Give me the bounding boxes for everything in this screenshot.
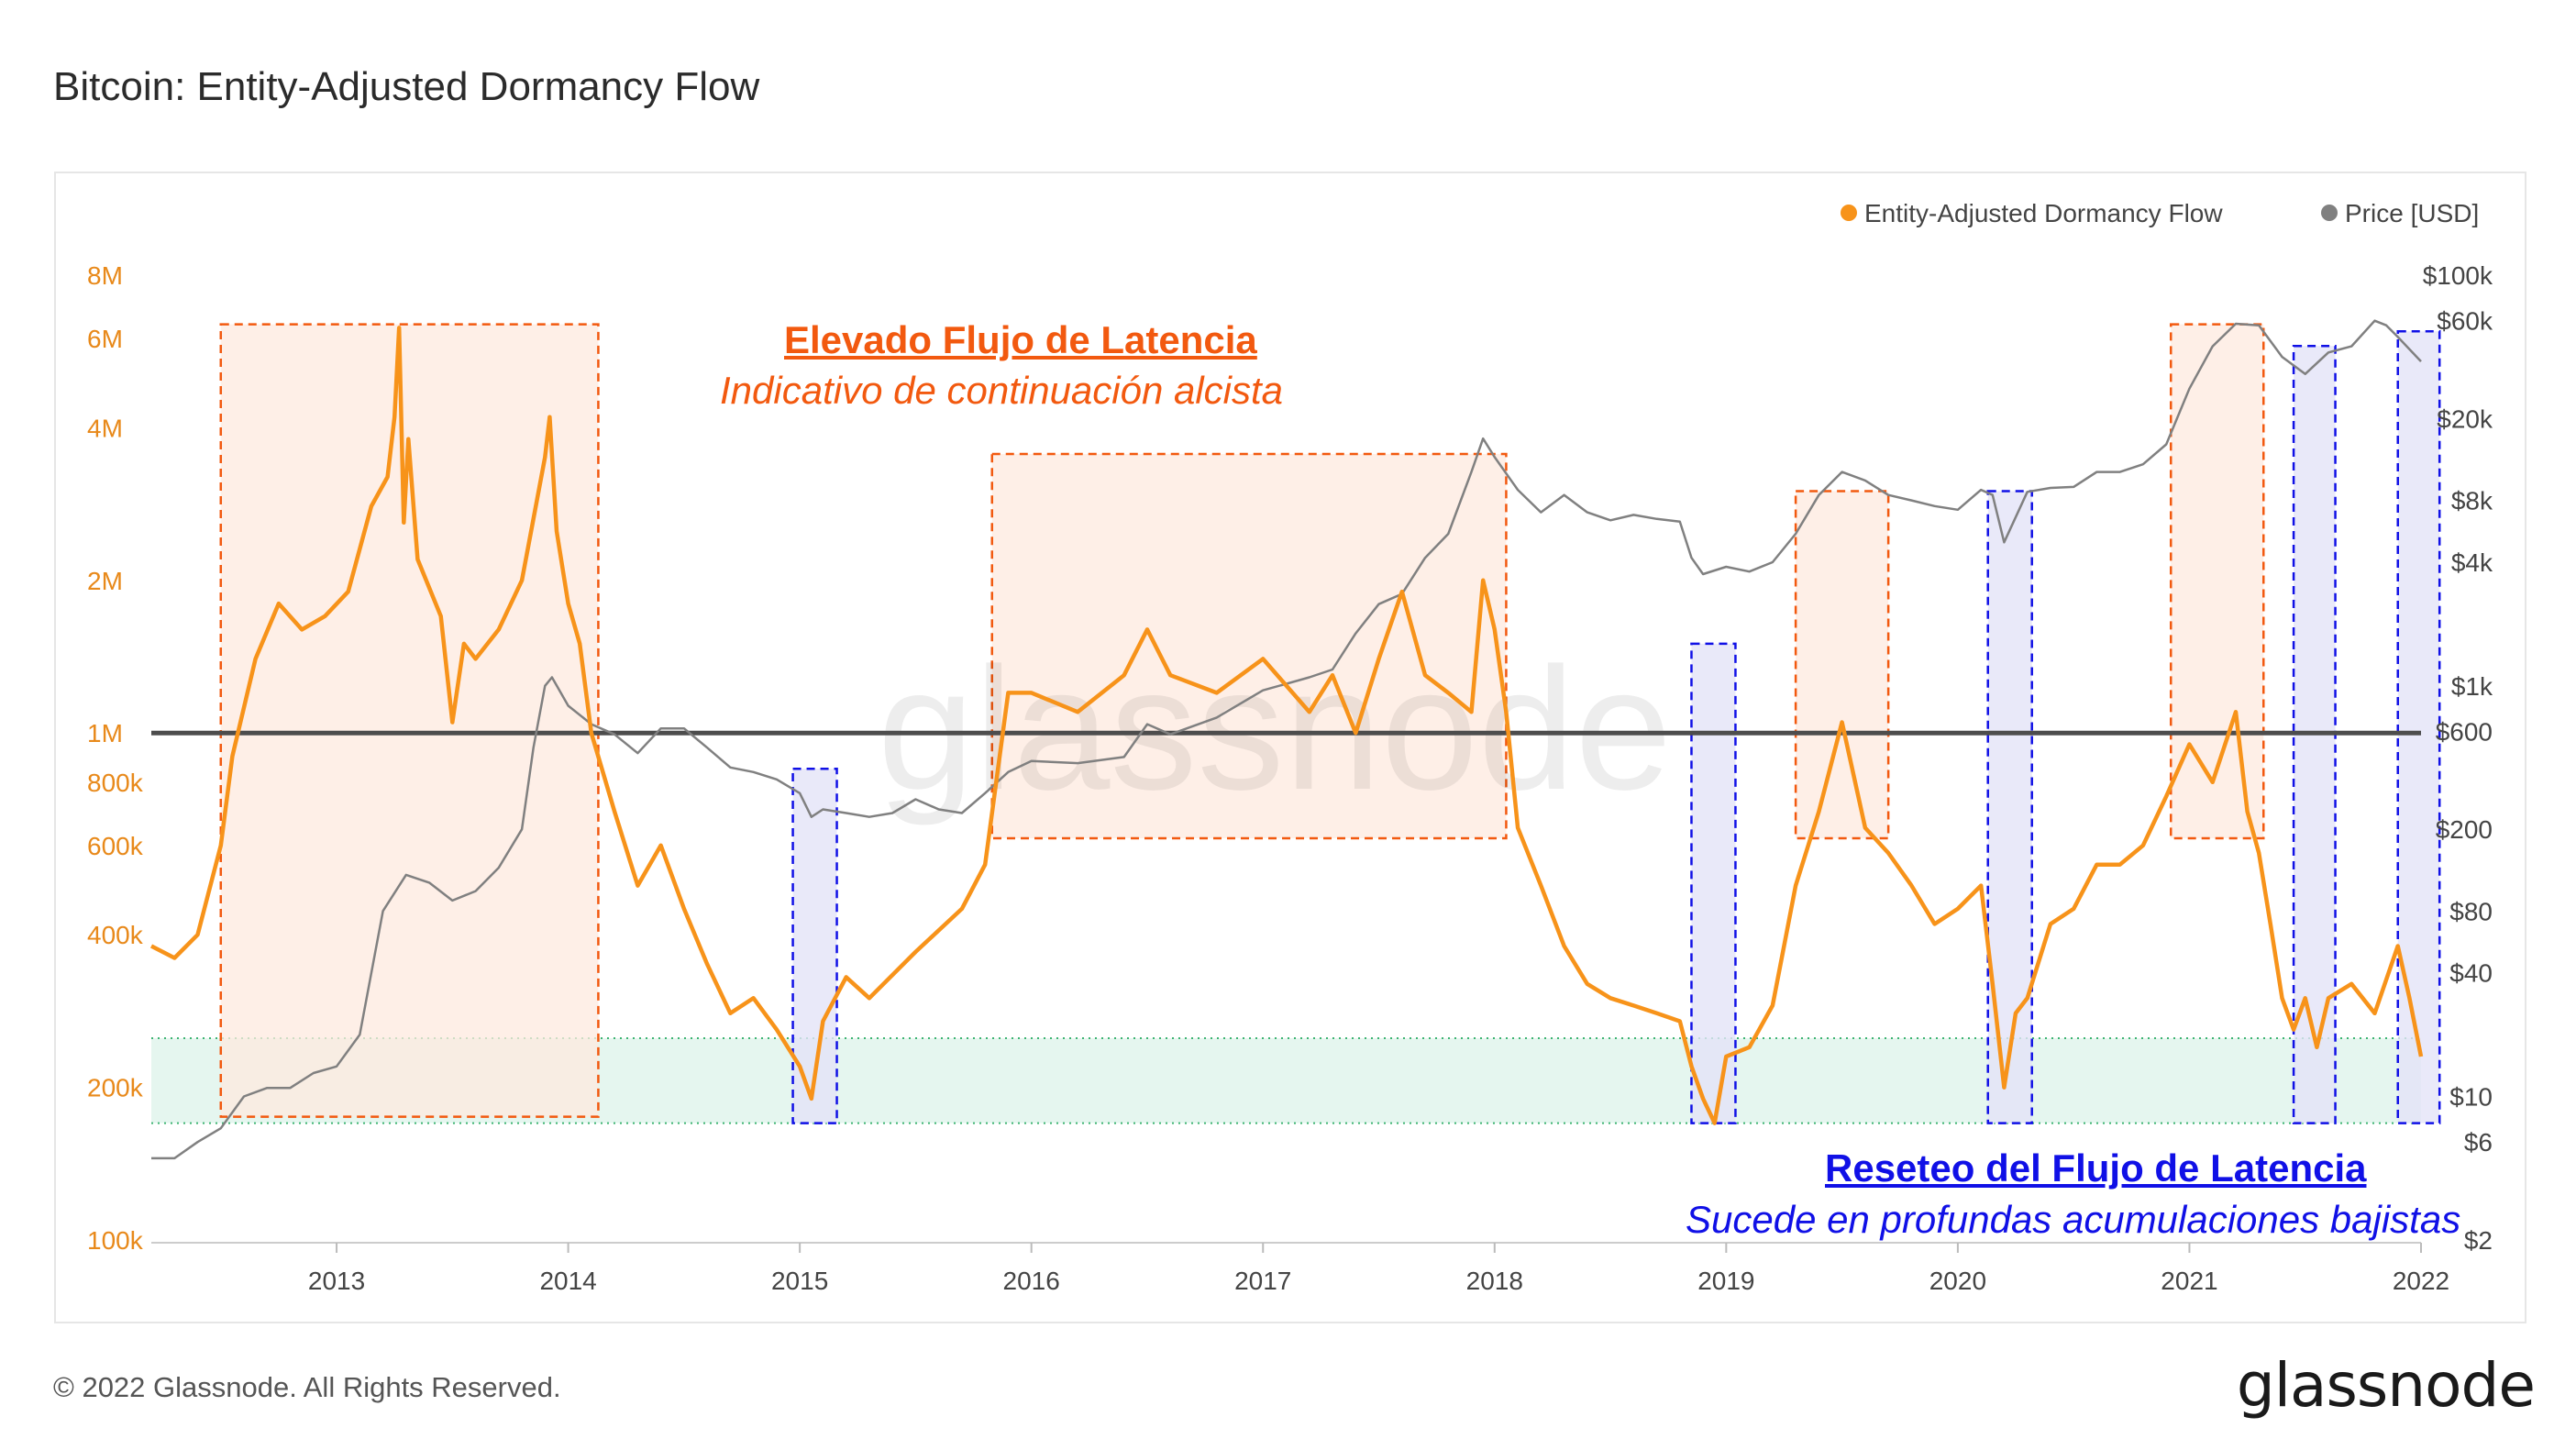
dormancy-series-line <box>149 326 2424 1125</box>
reset-zone-2 <box>1690 642 1737 1124</box>
x-tick-label: 2022 <box>2393 1267 2449 1295</box>
annotation-reset-subtitle: Sucede en profundas acumulaciones bajist… <box>1686 1198 2461 1241</box>
y-axis-left: 8M 6M 4M 2M 1M 800k 600k 400k 200k 100k <box>87 261 144 1255</box>
y-right-tick-label: $10 <box>2449 1083 2493 1112</box>
y-right-tick-label: $200 <box>2436 815 2493 844</box>
copyright-footer: © 2022 Glassnode. All Rights Reserved. <box>53 1371 561 1403</box>
x-tick-label: 2018 <box>1466 1267 1523 1295</box>
y-right-tick-label: $600 <box>2436 717 2493 746</box>
reset-zone-5 <box>2396 329 2441 1124</box>
x-tick-label: 2017 <box>1234 1267 1291 1295</box>
x-tick-label: 2015 <box>771 1267 828 1295</box>
reset-zone-3 <box>1986 490 2033 1124</box>
high-dormancy-zones <box>219 323 2265 1118</box>
y-left-tick-label: 4M <box>87 414 123 442</box>
x-axis: 2013 2014 2015 2016 2017 2018 2019 2020 2021 2022 <box>151 1242 2449 1295</box>
legend: Entity-Adjusted Dormancy Flow Price [USD] <box>1841 199 2479 227</box>
y-right-tick-label: $20k <box>2437 404 2493 433</box>
y-left-tick-label: 2M <box>87 567 123 595</box>
y-left-tick-label: 400k <box>87 921 144 949</box>
y-left-tick-label: 8M <box>87 261 123 290</box>
y-right-tick-label: $80 <box>2449 897 2493 925</box>
annotation-high-heading: Elevado Flujo de Latencia <box>784 318 1257 361</box>
y-left-tick-label: 200k <box>87 1074 144 1102</box>
y-left-tick-label: 100k <box>87 1226 144 1255</box>
x-tick-label: 2021 <box>2161 1267 2217 1295</box>
high-zone-2 <box>990 452 1508 840</box>
y-left-tick-label: 6M <box>87 325 123 353</box>
high-zone-3 <box>1794 490 1890 840</box>
legend-dormancy-label: Entity-Adjusted Dormancy Flow <box>1864 199 2223 227</box>
page-title: Bitcoin: Entity-Adjusted Dormancy Flow <box>53 64 760 109</box>
x-tick-label: 2020 <box>1929 1267 1986 1295</box>
brand-logo: glassnode <box>2236 1350 2536 1421</box>
watermark: glassnode <box>878 632 1672 826</box>
legend-price-marker <box>2321 205 2338 221</box>
legend-dormancy-marker <box>1841 205 1857 221</box>
x-tick-label: 2019 <box>1697 1267 1754 1295</box>
y-right-tick-label: $8k <box>2451 487 2493 515</box>
y-axis-right: $100k $60k $20k $8k $4k $1k $600 $200 $80 $40 $10 $… <box>2423 261 2493 1255</box>
y-right-tick-label: $6 <box>2464 1128 2493 1157</box>
x-tick-label: 2016 <box>1003 1267 1060 1295</box>
y-right-tick-label: $4k <box>2451 548 2493 577</box>
annotation-reset-heading: Reseteo del Flujo de Latencia <box>1825 1146 2367 1190</box>
annotation-high-subtitle: Indicativo de continuación alcista <box>720 369 1284 412</box>
y-left-tick-label: 600k <box>87 832 144 860</box>
x-tick-label: 2013 <box>308 1267 365 1295</box>
y-right-tick-label: $1k <box>2451 672 2493 701</box>
x-tick-label: 2014 <box>539 1267 596 1295</box>
y-right-tick-label: $60k <box>2437 307 2493 336</box>
y-right-tick-label: $40 <box>2449 959 2493 988</box>
y-left-tick-label: 800k <box>87 769 144 797</box>
legend-price-label: Price [USD] <box>2345 199 2479 227</box>
price-series-line <box>151 319 2422 1160</box>
y-right-tick-label: $100k <box>2423 261 2493 290</box>
y-left-tick-label: 1M <box>87 719 123 747</box>
y-right-tick-label: $2 <box>2464 1226 2493 1255</box>
